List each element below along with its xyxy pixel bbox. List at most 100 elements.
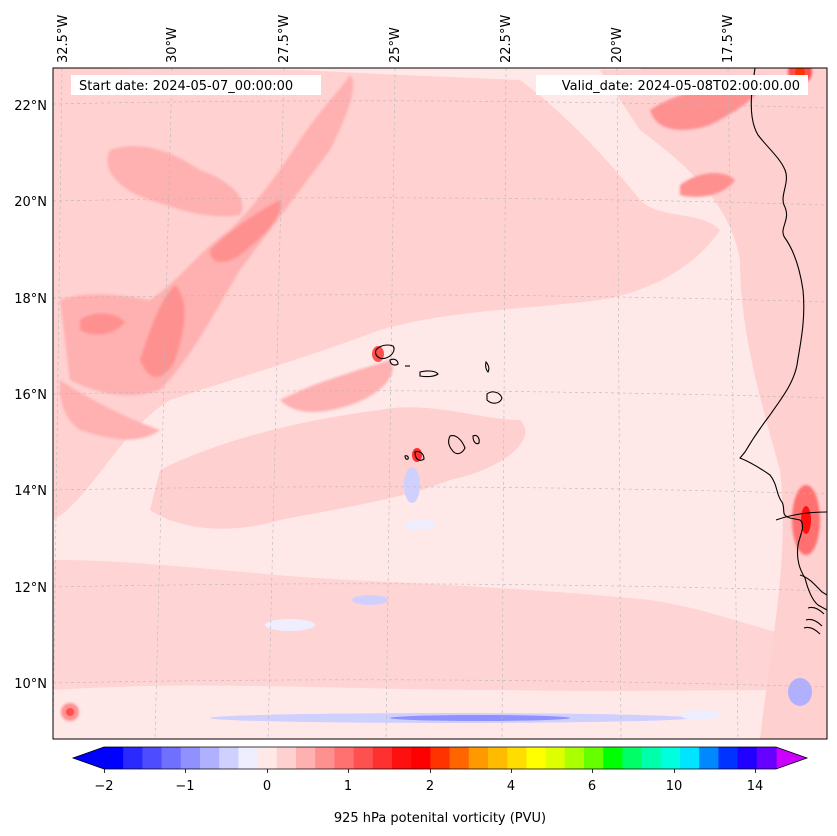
colorbar-segment xyxy=(276,747,297,769)
pv-neg-island-plume xyxy=(404,467,420,503)
colorbar-over-arrow xyxy=(776,747,807,769)
lat-label-12n: 12°N xyxy=(14,581,47,596)
cb-tick-neg1: −1 xyxy=(175,779,194,794)
pv-streak-nw-3 xyxy=(59,380,160,440)
bijagos-islands xyxy=(803,606,825,635)
colorbar-tick-labels: −2 −1 0 1 2 4 6 10 14 xyxy=(94,779,763,794)
parallel-12n xyxy=(53,583,827,592)
colorbar-label: 925 hPa potenital vorticity (PVU) xyxy=(334,811,546,826)
pv-neg-patch-4 xyxy=(680,710,720,720)
colorbar-outline xyxy=(71,746,809,770)
island-maio xyxy=(472,434,480,445)
colorbar-segment xyxy=(315,747,335,769)
parallel-20n xyxy=(53,197,827,206)
lat-label-14n: 14°N xyxy=(14,484,47,499)
colorbar-segment xyxy=(180,747,201,769)
colorbar-segment xyxy=(449,747,470,769)
colorbar-segment xyxy=(641,747,662,769)
colorbar-segment xyxy=(488,747,508,769)
island-santiago xyxy=(448,435,466,455)
parallel-10n xyxy=(53,679,827,688)
pv-strong-nw-1 xyxy=(140,285,185,377)
island-sal xyxy=(485,360,490,373)
island-brava xyxy=(404,455,409,460)
parallel-18n xyxy=(53,294,827,303)
cb-tick-1: 1 xyxy=(344,779,352,794)
coastlines xyxy=(375,68,827,635)
meridian-22-5w xyxy=(501,68,507,739)
colorbar-segment xyxy=(680,747,700,769)
pv-neg-southeast xyxy=(788,678,812,706)
colorbar-segment xyxy=(123,747,143,769)
start-date-box xyxy=(71,75,321,95)
valid-date-label: Valid_date: 2024-05-08T02:00:00.00 xyxy=(562,79,800,94)
lon-label-25w: 25°W xyxy=(388,27,403,63)
island-boa-vista xyxy=(486,391,503,404)
pv-core-southwest-inner xyxy=(66,708,74,716)
gambia-river-outline xyxy=(775,511,827,521)
lat-label-18n: 18°N xyxy=(14,292,47,307)
cb-tick-6: 6 xyxy=(588,779,596,794)
colorbar-segment xyxy=(257,747,278,769)
colorbar-segment xyxy=(430,747,451,769)
meridian-32-5w xyxy=(53,68,63,739)
cb-tick-10: 10 xyxy=(666,779,683,794)
colorbar-segment xyxy=(603,747,623,769)
lat-label-16n: 16°N xyxy=(14,388,47,403)
guinea-bissau-coast xyxy=(799,574,827,596)
colorbar-segment xyxy=(718,747,739,769)
island-santo-antao xyxy=(375,344,395,360)
colorbar-under-arrow xyxy=(73,747,104,769)
colorbar-segment xyxy=(622,747,643,769)
colorbar-segment xyxy=(238,747,259,769)
pv-strong-ne xyxy=(680,173,735,197)
meridian-17-5w xyxy=(727,68,739,739)
colorbar-segment xyxy=(372,747,393,769)
valid-date-box xyxy=(536,75,808,95)
colorbar-segment xyxy=(660,747,681,769)
colorbar-ticks xyxy=(104,769,756,773)
colorbar-segment xyxy=(334,747,355,769)
meridian-25w xyxy=(385,68,396,739)
colorbar-segment xyxy=(296,747,316,769)
colorbar-segment xyxy=(564,747,585,769)
pv-region-east-coast xyxy=(600,70,827,739)
pv-streak-nw-1 xyxy=(60,75,354,396)
parallel-22n xyxy=(53,100,827,109)
cb-tick-neg2: −2 xyxy=(94,779,113,794)
pv-neg-patch-3 xyxy=(404,520,436,530)
pv-streak-nw-2 xyxy=(107,146,243,217)
colorbar-segment xyxy=(584,747,604,769)
pv-core-topright-inner xyxy=(795,68,805,77)
cb-tick-4: 4 xyxy=(507,779,515,794)
colorbar-segment xyxy=(219,747,239,769)
pv-strong-nw-3 xyxy=(210,200,281,262)
colorbar-segment xyxy=(142,747,163,769)
colorbar-segment xyxy=(507,747,527,769)
pv-field xyxy=(53,68,827,739)
pv-neg-patch-2 xyxy=(352,595,388,605)
colorbar-segment xyxy=(104,747,124,769)
island-sao-vicente xyxy=(389,358,399,366)
pv-region-south-lighter xyxy=(53,685,827,739)
lon-label-17-5w: 17.5°W xyxy=(721,15,736,63)
colorbar-segment xyxy=(392,747,412,769)
pv-region-north-band xyxy=(53,68,827,520)
meridian-27-5w xyxy=(267,68,285,739)
meridian-30w xyxy=(154,68,173,739)
colorbar-segment xyxy=(353,747,374,769)
lat-label-10n: 10°N xyxy=(14,677,47,692)
pv-streak-center xyxy=(280,360,393,412)
pv-neg-patch-1 xyxy=(265,619,315,631)
colorbar-segment xyxy=(468,747,489,769)
map-frame xyxy=(52,67,828,740)
lat-label-22n: 22°N xyxy=(14,99,47,114)
colorbar-segment xyxy=(756,747,777,769)
colorbar-segment xyxy=(526,747,547,769)
longitude-labels: 32.5°W 30°W 27.5°W 25°W 22.5°W 20°W 17.5… xyxy=(56,15,736,63)
lon-label-20w: 20°W xyxy=(610,27,625,63)
colorbar-segment xyxy=(411,747,431,769)
parallel-16n xyxy=(53,390,827,399)
colorbar-segment xyxy=(737,747,758,769)
